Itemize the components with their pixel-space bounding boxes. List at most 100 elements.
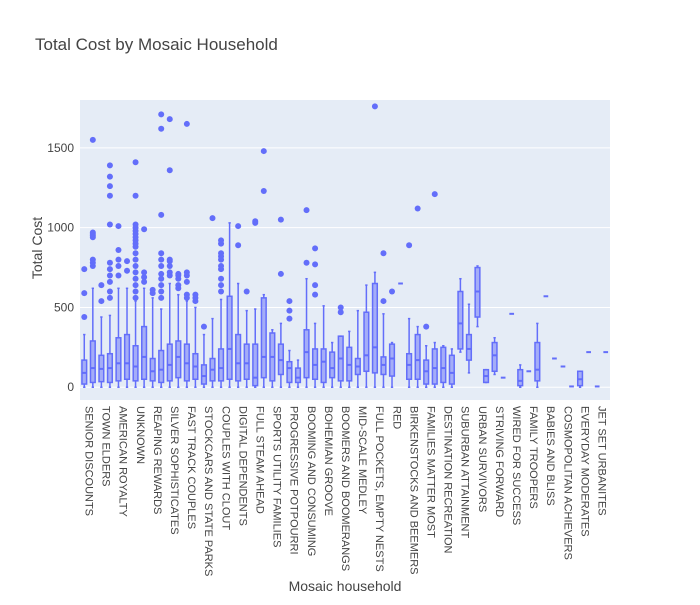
- chart-title: Total Cost by Mosaic Household: [35, 35, 278, 54]
- outlier-point: [115, 223, 122, 230]
- outlier-point: [192, 291, 199, 298]
- outlier-point: [132, 256, 139, 263]
- box-14: [200, 323, 208, 388]
- box-29: [329, 341, 336, 388]
- y-tick-label: 1500: [47, 141, 74, 155]
- box-19: [243, 288, 250, 388]
- outlier-point: [132, 282, 139, 289]
- box-20: [252, 218, 259, 388]
- outlier-point: [89, 229, 96, 236]
- outlier-point: [218, 262, 225, 269]
- outlier-point: [141, 269, 148, 276]
- box-21: [260, 148, 267, 388]
- box-iqr: [388, 343, 396, 377]
- outlier-point: [158, 211, 165, 218]
- box-1: [89, 136, 96, 388]
- outlier-point: [132, 288, 139, 295]
- outlier-point: [218, 282, 225, 289]
- box-28: [320, 305, 327, 388]
- x-tick-label: WIRED FOR SUCCESS: [510, 406, 522, 525]
- outlier-point: [303, 207, 310, 214]
- x-tick-label: SPORTS UTILITY FAMILIES: [271, 406, 283, 547]
- outlier-point: [106, 278, 113, 285]
- outlier-point: [183, 291, 190, 298]
- outlier-point: [81, 266, 88, 273]
- x-tick-label: STOCKCARS AND STATE PARKS: [202, 406, 214, 576]
- x-tick-label: REAPING REWARDS: [151, 406, 163, 514]
- box-38: [406, 242, 413, 388]
- box-26: [303, 207, 310, 388]
- outlier-point: [406, 242, 413, 249]
- x-tick-label: PROGRESSIVE POTPOURRI: [288, 406, 300, 555]
- outlier-point: [166, 269, 173, 276]
- box-iqr: [158, 349, 165, 384]
- box-32: [354, 309, 361, 388]
- box-48: [491, 337, 498, 376]
- outlier-point: [158, 270, 165, 277]
- outlier-point: [158, 111, 165, 118]
- box-46: [474, 265, 481, 328]
- box-33: [363, 284, 370, 388]
- box-47: [482, 368, 490, 384]
- box-iqr: [303, 329, 310, 379]
- box-2: [98, 282, 105, 388]
- outlier-point: [158, 250, 165, 257]
- x-tick-label: EVERYDAY MODERATES: [578, 406, 590, 537]
- box-10: [166, 116, 173, 388]
- box-iqr: [286, 360, 293, 384]
- box-iqr: [243, 343, 250, 381]
- x-tick-label: COUPLES WITH CLOUT: [219, 406, 231, 530]
- x-tick-label: DIGITAL DEPENDENTS: [236, 406, 248, 526]
- outlier-point: [235, 242, 242, 249]
- box-15: [209, 215, 216, 388]
- box-iqr: [517, 368, 524, 387]
- box-18: [235, 223, 242, 388]
- outlier-point: [183, 278, 190, 285]
- box-31: [346, 330, 353, 388]
- outlier-point: [149, 286, 156, 293]
- box-iqr: [175, 340, 182, 379]
- box-iqr: [371, 282, 379, 374]
- box-6: [132, 159, 139, 388]
- box-25: [294, 359, 302, 388]
- outlier-point: [286, 298, 293, 305]
- box-44: [457, 277, 464, 353]
- outlier-point: [431, 191, 438, 198]
- outlier-point: [260, 148, 267, 155]
- box-iqr: [534, 341, 541, 382]
- box-iqr: [123, 333, 131, 381]
- outlier-point: [132, 275, 139, 282]
- x-tick-label: FAMILIES MATTER MOST: [424, 406, 436, 538]
- x-tick-label: JET SET URBANITES: [595, 406, 607, 516]
- outlier-point: [115, 247, 122, 253]
- box-iqr: [329, 351, 336, 379]
- box-iqr: [89, 340, 96, 384]
- outlier-point: [106, 266, 113, 273]
- outlier-point: [106, 173, 113, 180]
- outlier-point: [175, 282, 182, 289]
- outlier-point: [115, 256, 122, 263]
- y-tick-label: 500: [54, 300, 74, 314]
- outlier-point: [218, 275, 225, 282]
- outlier-point: [106, 162, 113, 169]
- x-tick-label: SUBURBAN ATTAINMENT: [459, 406, 471, 538]
- outlier-point: [423, 323, 430, 330]
- box-17: [226, 222, 233, 388]
- box-iqr: [414, 333, 421, 381]
- x-tick-label: STRIVING FORWARD: [493, 406, 505, 517]
- outlier-point: [312, 291, 319, 298]
- outlier-point: [158, 282, 165, 289]
- box-11: [175, 270, 182, 388]
- outlier-point: [132, 159, 139, 166]
- x-tick-label: TOWN ELDERS: [100, 406, 112, 486]
- outlier-point: [132, 250, 139, 257]
- x-tick-label: BOOMING AND CONSUMING: [305, 406, 317, 556]
- outlier-point: [183, 269, 190, 276]
- x-tick-label: BIRKENSTOCKS AND BEEMERS: [407, 406, 419, 575]
- outlier-point: [209, 215, 216, 222]
- outlier-point: [132, 192, 139, 199]
- outlier-point: [252, 218, 259, 225]
- box-58: [576, 370, 584, 388]
- outlier-point: [124, 258, 131, 265]
- outlier-point: [106, 192, 113, 199]
